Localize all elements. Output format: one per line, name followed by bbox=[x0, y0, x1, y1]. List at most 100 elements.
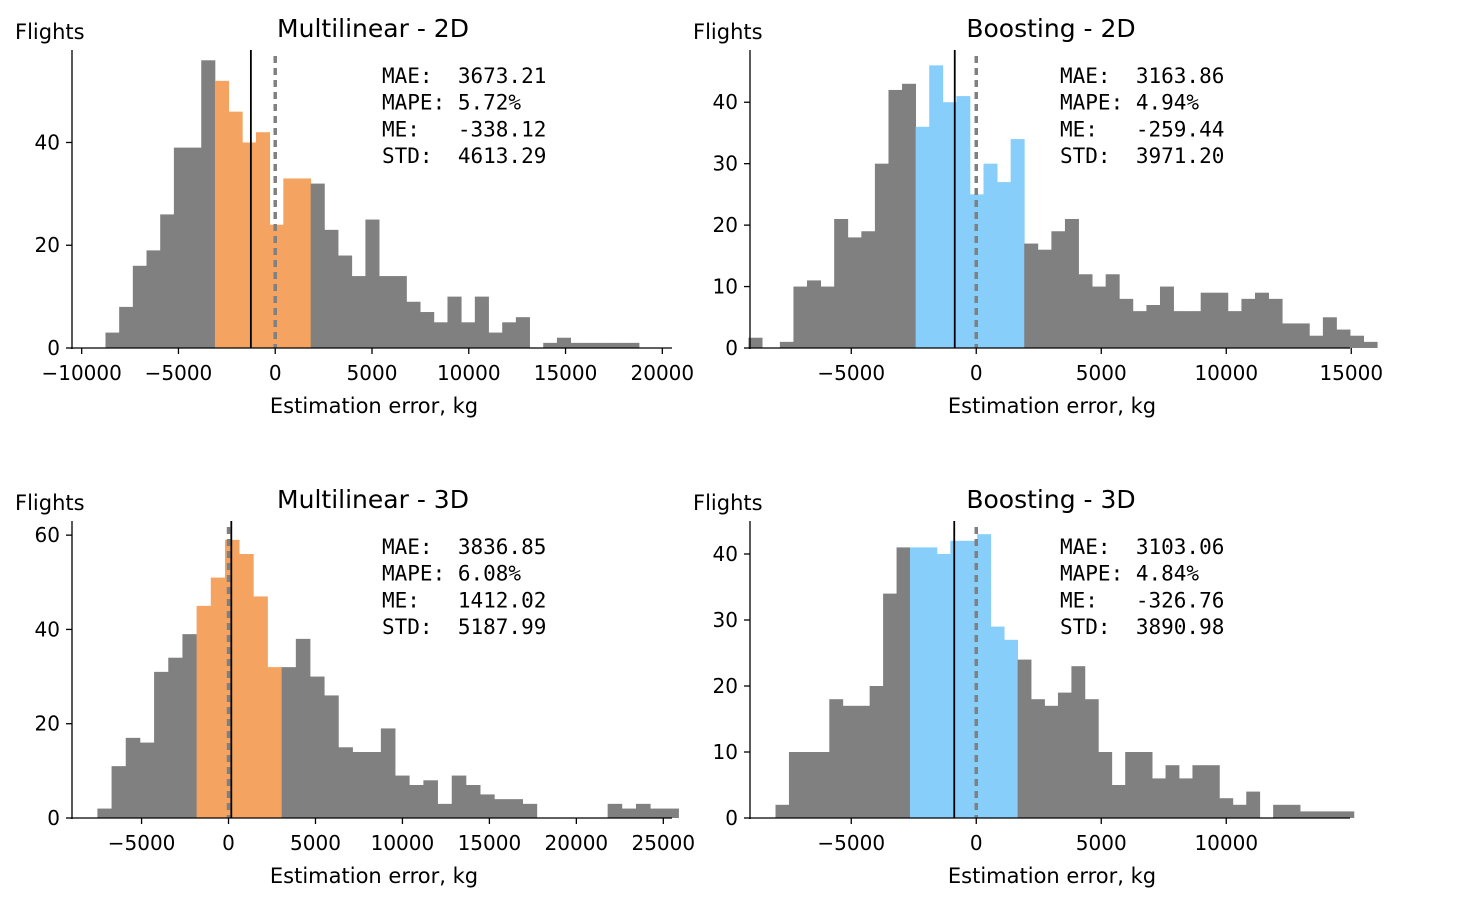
histogram-bar bbox=[990, 626, 1005, 818]
x-tick-label: −5000 bbox=[817, 831, 885, 855]
histogram-bar bbox=[119, 306, 134, 348]
histogram-bar bbox=[929, 65, 944, 349]
y-tick-label: 20 bbox=[713, 674, 738, 698]
histogram-bar bbox=[433, 322, 448, 348]
histogram-bar bbox=[1098, 752, 1113, 818]
histogram-bar bbox=[807, 280, 821, 348]
y-tick-label: 40 bbox=[35, 130, 60, 154]
histogram-bar bbox=[338, 255, 353, 348]
x-tick-label: 10000 bbox=[437, 361, 501, 385]
histogram-bar bbox=[1010, 139, 1025, 348]
chart-title: Multilinear - 3D bbox=[277, 485, 469, 514]
histogram-bar bbox=[584, 342, 599, 348]
histogram-bar bbox=[1146, 304, 1161, 348]
histogram-bar bbox=[267, 667, 283, 818]
histogram-bar bbox=[834, 218, 849, 348]
y-tick-label: 0 bbox=[725, 806, 738, 830]
histogram-bar bbox=[1214, 292, 1229, 348]
histogram-bar bbox=[160, 214, 175, 348]
histogram-bar bbox=[570, 342, 585, 348]
histogram-bar bbox=[1105, 274, 1120, 348]
histogram-bar bbox=[969, 194, 984, 348]
x-tick-label: 5000 bbox=[347, 361, 398, 385]
histogram-bar bbox=[1092, 286, 1107, 348]
histogram-bar bbox=[664, 808, 679, 818]
histogram-bar bbox=[395, 775, 410, 818]
histogram-bar bbox=[977, 534, 992, 818]
histogram-panel-4: −5000 0 5000 10000 0 10 20 30 40 Flights Estimatio… bbox=[693, 485, 1355, 888]
histogram-bar bbox=[597, 342, 613, 348]
histogram-bar bbox=[310, 676, 325, 818]
stat-mae: MAE: 3103.06 bbox=[1060, 535, 1224, 559]
histogram-bar bbox=[379, 276, 394, 348]
histogram-bar bbox=[1024, 243, 1039, 348]
histogram-bar bbox=[239, 554, 254, 818]
histogram-bar bbox=[611, 342, 626, 348]
y-tick-label: 10 bbox=[713, 740, 738, 764]
histogram-bar bbox=[1200, 292, 1215, 348]
histogram-bar bbox=[461, 322, 476, 348]
histogram-bar bbox=[310, 183, 325, 348]
histogram-bar bbox=[556, 337, 571, 348]
histogram-bar bbox=[324, 229, 339, 348]
x-tick-label: 0 bbox=[269, 361, 282, 385]
histogram-bar bbox=[1187, 311, 1202, 348]
histogram-bar bbox=[1340, 811, 1355, 818]
x-tick-label: −5000 bbox=[817, 361, 885, 385]
histogram-bar bbox=[494, 799, 509, 818]
histogram-bar bbox=[1219, 798, 1234, 818]
histogram-bar bbox=[508, 799, 523, 818]
histogram-bar bbox=[210, 577, 226, 818]
chart-title: Boosting - 3D bbox=[966, 485, 1135, 514]
histogram-bar bbox=[625, 342, 640, 348]
histogram-bar bbox=[1255, 292, 1269, 348]
histogram-bar bbox=[366, 752, 382, 818]
histogram-bar bbox=[1132, 311, 1147, 348]
x-axis-label: Estimation error, kg bbox=[270, 864, 478, 888]
histogram-bar bbox=[168, 657, 183, 818]
stat-mae: MAE: 3163.86 bbox=[1060, 64, 1224, 88]
y-tick-label: 30 bbox=[713, 152, 738, 176]
histogram-bar bbox=[923, 547, 938, 818]
histogram-bar bbox=[196, 605, 212, 818]
histogram-bar bbox=[888, 89, 903, 348]
histogram-bar bbox=[392, 276, 407, 348]
y-axis-label: Flights bbox=[15, 491, 85, 515]
y-tick-label: 60 bbox=[35, 523, 60, 547]
x-tick-label: 0 bbox=[222, 831, 235, 855]
x-tick-label: 5000 bbox=[290, 831, 341, 855]
histogram-bar bbox=[856, 705, 871, 818]
histogram-bar bbox=[997, 182, 1012, 348]
histogram-bar bbox=[253, 596, 268, 818]
histogram-bar bbox=[522, 803, 538, 818]
histogram-bar bbox=[1205, 765, 1220, 818]
histogram-bar bbox=[502, 322, 517, 348]
histogram-bar bbox=[352, 752, 368, 818]
histogram-bar bbox=[621, 808, 637, 818]
histogram-bar bbox=[406, 301, 421, 348]
x-tick-label: 25000 bbox=[631, 831, 695, 855]
histogram-bar bbox=[815, 752, 830, 818]
histogram-bar bbox=[847, 237, 862, 348]
histogram-bar bbox=[775, 804, 790, 818]
y-tick-label: 10 bbox=[713, 275, 738, 299]
histogram-bar bbox=[883, 593, 897, 818]
x-tick-label: 10000 bbox=[1194, 361, 1258, 385]
histogram-bar bbox=[338, 747, 353, 818]
histogram-bar bbox=[451, 775, 467, 818]
x-tick-label: 20000 bbox=[631, 361, 695, 385]
histogram-panel-1: −10000 −5000 0 5000 10000 15000 20000 0 20 40 Flig… bbox=[15, 14, 763, 418]
stat-mape: MAPE: 5.72% bbox=[382, 91, 521, 115]
histogram-bar bbox=[474, 296, 489, 348]
histogram-bar bbox=[820, 286, 835, 348]
histogram-bar bbox=[1138, 752, 1153, 818]
y-axis-label: Flights bbox=[15, 20, 85, 44]
histogram-bar bbox=[956, 96, 971, 348]
histogram-bar bbox=[281, 667, 297, 818]
histogram-bar bbox=[1241, 298, 1256, 348]
histogram-bar bbox=[480, 794, 495, 818]
histogram-bar bbox=[1326, 811, 1341, 818]
histogram-bar bbox=[409, 785, 424, 818]
histogram-bar bbox=[1152, 778, 1166, 818]
